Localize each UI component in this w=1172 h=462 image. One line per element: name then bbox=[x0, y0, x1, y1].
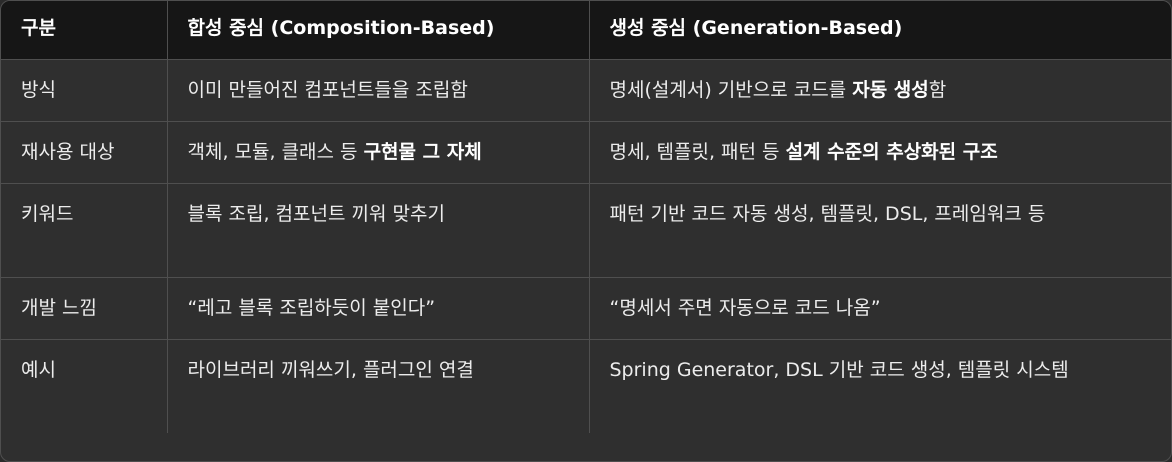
table-row-keywords: 키워드 블록 조립, 컴포넌트 끼워 맞추기 패턴 기반 코드 자동 생성, 템… bbox=[1, 182, 1171, 277]
row-label: 방식 bbox=[1, 58, 167, 121]
cell-text: 함 bbox=[928, 78, 947, 101]
table-row-method: 방식 이미 만들어진 컴포넌트들을 조립함 명세(설계서) 기반으로 코드를 자… bbox=[1, 58, 1171, 121]
composition-cell: “레고 블록 조립하듯이 붙인다” bbox=[166, 276, 589, 339]
composition-cell: 이미 만들어진 컴포넌트들을 조립함 bbox=[166, 58, 589, 121]
generation-cell: 패턴 기반 코드 자동 생성, 템플릿, DSL, 프레임워크 등 bbox=[588, 182, 1171, 277]
composition-cell: 라이브러리 끼워쓰기, 플러그인 연결 bbox=[166, 338, 589, 433]
generation-cell: Spring Generator, DSL 기반 코드 생성, 템플릿 시스템 bbox=[588, 338, 1171, 433]
comparison-table: 구분 합성 중심 (Composition-Based) 생성 중심 (Gene… bbox=[1, 1, 1171, 433]
composition-cell: 객체, 모듈, 클래스 등 구현물 그 자체 bbox=[166, 120, 589, 183]
table-row-examples: 예시 라이브러리 끼워쓰기, 플러그인 연결 Spring Generator,… bbox=[1, 338, 1171, 433]
cell-text-bold: 구현물 그 자체 bbox=[363, 140, 482, 163]
row-label: 예시 bbox=[1, 338, 167, 433]
composition-cell: 블록 조립, 컴포넌트 끼워 맞추기 bbox=[166, 182, 589, 277]
header-composition: 합성 중심 (Composition-Based) bbox=[166, 1, 589, 59]
table-header-row: 구분 합성 중심 (Composition-Based) 생성 중심 (Gene… bbox=[1, 1, 1171, 59]
cell-text-bold: 설계 수준의 추상화된 구조 bbox=[785, 140, 998, 163]
header-category: 구분 bbox=[1, 1, 167, 59]
cell-text: 명세, 템플릿, 패턴 등 bbox=[609, 140, 786, 163]
cell-text: 명세(설계서) 기반으로 코드를 bbox=[609, 78, 853, 101]
header-generation: 생성 중심 (Generation-Based) bbox=[588, 1, 1171, 59]
table-row-reuse-target: 재사용 대상 객체, 모듈, 클래스 등 구현물 그 자체 명세, 템플릿, 패… bbox=[1, 120, 1171, 183]
row-label: 재사용 대상 bbox=[1, 120, 167, 183]
row-label: 개발 느낌 bbox=[1, 276, 167, 339]
row-label: 키워드 bbox=[1, 182, 167, 277]
generation-cell: 명세, 템플릿, 패턴 등 설계 수준의 추상화된 구조 bbox=[588, 120, 1171, 183]
generation-cell: “명세서 주면 자동으로 코드 나옴” bbox=[588, 276, 1171, 339]
generation-cell: 명세(설계서) 기반으로 코드를 자동 생성함 bbox=[588, 58, 1171, 121]
table-row-dev-feel: 개발 느낌 “레고 블록 조립하듯이 붙인다” “명세서 주면 자동으로 코드 … bbox=[1, 276, 1171, 339]
cell-text-bold: 자동 생성 bbox=[852, 78, 929, 101]
cell-text: 객체, 모듈, 클래스 등 bbox=[187, 140, 364, 163]
